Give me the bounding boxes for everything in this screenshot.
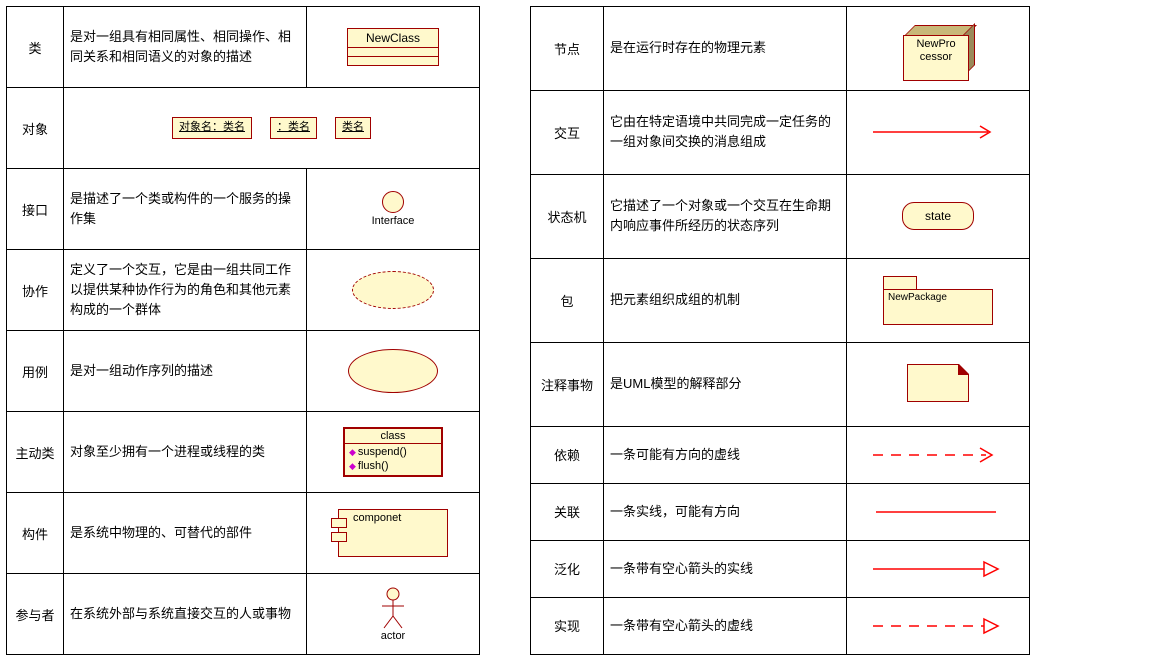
- interface-circle-icon: [382, 191, 404, 213]
- actor-stickman-icon: [378, 586, 408, 630]
- package-icon: NewPackage: [883, 276, 993, 325]
- symbol-node: NewPro cessor: [847, 7, 1030, 91]
- symbol-object: 对象名：类名 ：类名 类名: [64, 88, 480, 169]
- component-label: componet: [353, 512, 401, 524]
- object-box-3: 类名: [335, 117, 371, 138]
- row-desc: 在系统外部与系统直接交互的人或事物: [64, 574, 307, 655]
- row-desc: 一条实线，可能有方向: [604, 483, 847, 540]
- symbol-package: NewPackage: [847, 258, 1030, 342]
- row-name: 节点: [531, 7, 604, 91]
- interface-label: Interface: [372, 215, 415, 227]
- class-name-label: NewClass: [348, 29, 438, 48]
- component-icon: componet: [338, 509, 448, 557]
- active-class-op: flush(): [349, 460, 437, 473]
- left-table: 类 是对一组具有相同属性、相同操作、相同关系和相同语义的对象的描述 NewCla…: [6, 6, 480, 655]
- row-desc: 一条带有空心箭头的实线: [604, 540, 847, 597]
- active-class-op: suspend(): [349, 446, 437, 459]
- symbol-dependency: [847, 426, 1030, 483]
- collaboration-ellipse-icon: [352, 271, 434, 309]
- row-name: 用例: [7, 331, 64, 412]
- symbol-component: componet: [307, 493, 480, 574]
- symbol-state: state: [847, 174, 1030, 258]
- symbol-actor: actor: [307, 574, 480, 655]
- row-desc: 定义了一个交互，它是由一组共同工作以提供某种协作行为的角色和其他元素构成的一个群…: [64, 250, 307, 331]
- solid-hollow-arrow-icon: [868, 558, 1008, 580]
- uml-notation-tables: 类 是对一组具有相同属性、相同操作、相同关系和相同语义的对象的描述 NewCla…: [6, 6, 1144, 655]
- solid-line-icon: [868, 502, 1008, 522]
- row-name: 关联: [531, 483, 604, 540]
- node-3d-icon: NewPro cessor: [903, 25, 973, 71]
- node-label-1: NewPro: [916, 38, 955, 50]
- row-name: 实现: [531, 597, 604, 654]
- state-icon: state: [902, 202, 974, 230]
- row-desc: 是对一组动作序列的描述: [64, 331, 307, 412]
- dashed-hollow-arrow-icon: [868, 615, 1008, 637]
- row-name: 依赖: [531, 426, 604, 483]
- row-desc: 一条带有空心箭头的虚线: [604, 597, 847, 654]
- row-desc: 它描述了一个对象或一个交互在生命期内响应事件所经历的状态序列: [604, 174, 847, 258]
- row-name: 接口: [7, 169, 64, 250]
- row-desc: 把元素组织成组的机制: [604, 258, 847, 342]
- row-desc: 是对一组具有相同属性、相同操作、相同关系和相同语义的对象的描述: [64, 7, 307, 88]
- row-desc: 是系统中物理的、可替代的部件: [64, 493, 307, 574]
- row-name: 类: [7, 7, 64, 88]
- right-table: 节点 是在运行时存在的物理元素 NewPro cessor 交互 它由在特定语境…: [530, 6, 1030, 655]
- row-desc: 一条可能有方向的虚线: [604, 426, 847, 483]
- row-name: 参与者: [7, 574, 64, 655]
- row-name: 泛化: [531, 540, 604, 597]
- symbol-interface: Interface: [307, 169, 480, 250]
- row-name: 对象: [7, 88, 64, 169]
- symbol-class: NewClass: [307, 7, 480, 88]
- active-class-hdr: class: [345, 429, 441, 444]
- row-name: 主动类: [7, 412, 64, 493]
- row-name: 交互: [531, 90, 604, 174]
- class-icon: NewClass: [347, 28, 439, 66]
- actor-label: actor: [381, 630, 405, 642]
- note-icon: [907, 364, 969, 402]
- row-name: 构件: [7, 493, 64, 574]
- object-box-1: 对象名：类名: [172, 117, 252, 138]
- row-desc: 是UML模型的解释部分: [604, 342, 847, 426]
- row-name: 状态机: [531, 174, 604, 258]
- symbol-collaboration: [307, 250, 480, 331]
- package-label: NewPackage: [888, 292, 947, 303]
- symbol-active-class: class suspend() flush(): [307, 412, 480, 493]
- object-box-2: ：类名: [270, 117, 317, 138]
- row-desc: 它由在特定语境中共同完成一定任务的一组对象间交换的消息组成: [604, 90, 847, 174]
- solid-arrow-icon: [868, 122, 1008, 142]
- symbol-note: [847, 342, 1030, 426]
- symbol-generalization: [847, 540, 1030, 597]
- symbol-usecase: [307, 331, 480, 412]
- usecase-ellipse-icon: [348, 349, 438, 393]
- symbol-realization: [847, 597, 1030, 654]
- node-label-2: cessor: [920, 51, 952, 63]
- row-name: 包: [531, 258, 604, 342]
- symbol-association: [847, 483, 1030, 540]
- row-name: 协作: [7, 250, 64, 331]
- symbol-interaction: [847, 90, 1030, 174]
- row-desc: 对象至少拥有一个进程或线程的类: [64, 412, 307, 493]
- row-name: 注释事物: [531, 342, 604, 426]
- active-class-icon: class suspend() flush(): [343, 427, 443, 476]
- row-desc: 是描述了一个类或构件的一个服务的操作集: [64, 169, 307, 250]
- row-desc: 是在运行时存在的物理元素: [604, 7, 847, 91]
- dashed-open-arrow-icon: [868, 445, 1008, 465]
